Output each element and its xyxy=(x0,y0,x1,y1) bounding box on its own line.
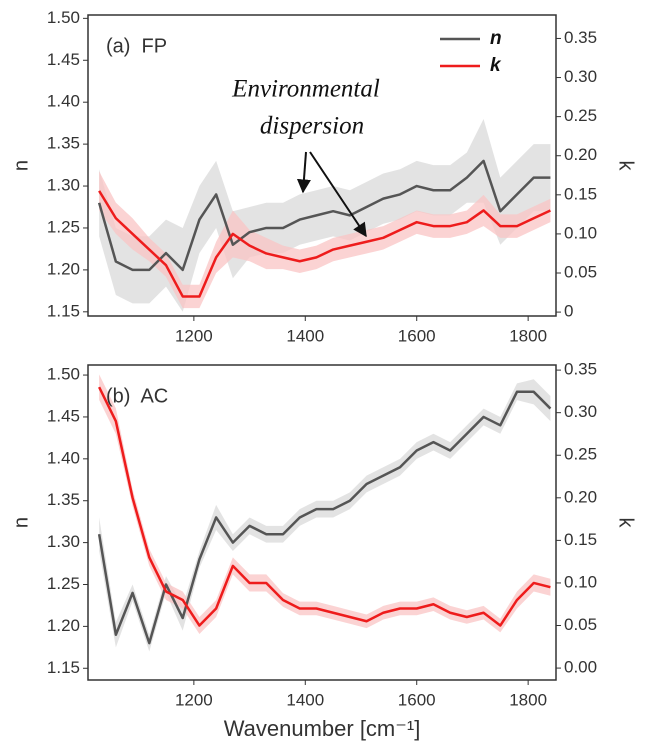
x-tick-label: 1200 xyxy=(175,690,213,709)
y2-tick-label: 0.20 xyxy=(564,145,597,164)
y2-tick-label: 0.20 xyxy=(564,487,597,506)
y2-axis-label: k xyxy=(615,161,637,172)
data-line xyxy=(98,190,551,298)
arrow xyxy=(309,151,367,238)
y-tick-label: 1.20 xyxy=(47,259,80,278)
y-axis-label: n xyxy=(10,160,32,171)
annotation: Environmental xyxy=(231,76,380,103)
data-line xyxy=(98,386,551,627)
y-tick-label: 1.50 xyxy=(47,365,80,384)
y2-tick-label: 0.00 xyxy=(564,658,597,677)
y-tick-label: 1.25 xyxy=(47,217,80,236)
legend-label: k xyxy=(490,55,502,76)
y-tick-label: 1.40 xyxy=(47,448,80,467)
error-band xyxy=(99,379,551,652)
y2-tick-label: 0 xyxy=(564,302,573,321)
x-axis-label: Wavenumber [cm⁻¹] xyxy=(224,716,421,741)
y-tick-label: 1.25 xyxy=(47,574,80,593)
legend-label: n xyxy=(490,28,502,49)
y-tick-label: 1.15 xyxy=(47,301,80,320)
panel: 1200 1400 1600 1800 1.15 1.20 1.25 1.30 1.35 1.40… xyxy=(10,360,636,741)
y2-tick-label: 0.15 xyxy=(564,530,597,549)
y-axis-label: n xyxy=(10,517,32,528)
y-tick-label: 1.50 xyxy=(47,8,80,27)
y-tick-label: 1.30 xyxy=(47,176,80,195)
y2-tick-label: 0.25 xyxy=(564,445,597,464)
x-tick-label: 1600 xyxy=(398,690,436,709)
y-tick-label: 1.45 xyxy=(47,50,80,69)
x-tick-label: 1800 xyxy=(509,326,547,345)
x-tick-label: 1400 xyxy=(286,326,324,345)
y-tick-label: 1.45 xyxy=(47,406,80,425)
plot-frame xyxy=(87,14,557,317)
y-tick-label: 1.35 xyxy=(47,490,80,509)
y2-tick-label: 0.05 xyxy=(564,262,597,281)
error-band xyxy=(99,118,551,312)
y2-tick-label: 0.05 xyxy=(564,615,597,634)
y2-tick-label: 0.30 xyxy=(564,67,597,86)
x-tick-label: 1800 xyxy=(509,690,547,709)
x-tick-label: 1400 xyxy=(286,690,324,709)
y-tick-label: 1.30 xyxy=(47,532,80,551)
arrow xyxy=(296,151,311,194)
x-tick-label: 1200 xyxy=(175,326,213,345)
panel-label: (a) FP xyxy=(106,35,167,57)
annotation: dispersion xyxy=(260,113,364,140)
y-tick-label: 1.15 xyxy=(47,658,80,677)
y2-tick-label: 0.10 xyxy=(564,572,597,591)
y2-axis-label: k xyxy=(615,518,637,529)
panel-label: (b) AC xyxy=(106,385,168,407)
y2-tick-label: 0.15 xyxy=(564,184,597,203)
x-tick-label: 1600 xyxy=(398,326,436,345)
y2-tick-label: 0.35 xyxy=(564,360,597,379)
data-line xyxy=(97,390,552,645)
panel: 1200 1400 1600 1800 1.15 1.20 1.25 1.30 1.35 1.40… xyxy=(10,8,636,346)
y2-tick-label: 0.10 xyxy=(564,223,597,242)
plot-frame xyxy=(87,364,557,681)
error-band xyxy=(99,171,551,309)
y-tick-label: 1.40 xyxy=(47,92,80,111)
y-tick-label: 1.20 xyxy=(47,616,80,635)
y2-tick-label: 0.30 xyxy=(564,402,597,421)
y-tick-label: 1.35 xyxy=(47,134,80,153)
y2-tick-label: 0.25 xyxy=(564,106,597,125)
data-line xyxy=(97,159,551,272)
y2-tick-label: 0.35 xyxy=(564,28,597,47)
